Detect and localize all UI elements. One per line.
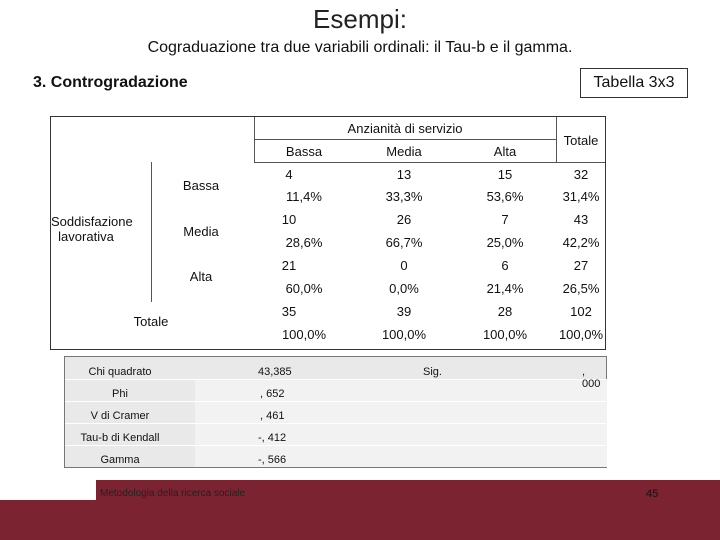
stats-divider (65, 445, 606, 446)
cell-count-total: 32 (573, 167, 589, 182)
cell-count: 39 (396, 304, 412, 319)
cell-count-total: 102 (570, 304, 592, 319)
page-subtitle: Cograduazione tra due variabili ordinali… (147, 39, 573, 56)
footer-text: Metodologia della ricerca sociale (100, 488, 246, 499)
stat-value-cramer: , 461 (260, 410, 285, 422)
cell-count: 28 (497, 304, 513, 319)
cell-percent: 28,6% (285, 235, 323, 250)
cell-percent: 100,0% (482, 327, 528, 342)
stat-label-chi: Chi quadrato (88, 366, 152, 378)
stat-value-chi: 43,385 (258, 366, 292, 378)
footer-bar (0, 480, 720, 540)
header-total-line (556, 117, 557, 162)
header-left-line (254, 117, 255, 162)
stat-label-phi: Phi (112, 388, 128, 400)
row-group-label: Soddisfazione lavorativa (51, 214, 133, 244)
row-label-media: Media (183, 224, 219, 239)
stat-label-sig: Sig. (423, 366, 442, 378)
cell-count: 4 (285, 167, 293, 182)
col-header-alta: Alta (493, 144, 517, 159)
cell-count: 13 (396, 167, 412, 182)
cell-count: 26 (396, 212, 412, 227)
cell-percent: 60,0% (285, 281, 323, 296)
stat-value-gamma: -, 566 (258, 454, 287, 466)
row-label-bassa: Bassa (182, 178, 220, 193)
cell-percent-total: 31,4% (562, 189, 600, 204)
cell-percent-total: 42,2% (562, 235, 600, 250)
cell-count: 35 (281, 304, 297, 319)
row-label-alta: Alta (189, 269, 213, 284)
row-group-line (151, 162, 152, 302)
stats-divider (65, 379, 606, 380)
cell-percent: 0,0% (389, 281, 419, 296)
cell-count: 0 (400, 258, 408, 273)
cell-percent-total: 100,0% (558, 327, 604, 342)
table-badge: Tabella 3x3 (580, 68, 688, 98)
cell-count: 21 (281, 258, 297, 273)
cell-percent: 66,7% (385, 235, 423, 250)
footer-notch (0, 480, 96, 500)
cell-percent: 25,0% (486, 235, 524, 250)
cell-count-total: 43 (573, 212, 589, 227)
cell-percent: 11,4% (286, 189, 322, 204)
cell-percent: 53,6% (486, 189, 524, 204)
cell-percent: 100,0% (281, 327, 327, 342)
page-title: Esempi: (313, 4, 407, 34)
stat-value-phi: , 652 (260, 388, 285, 400)
stats-divider (65, 423, 606, 424)
crosstab-table: Anzianità di servizio Bassa Media Alta T… (50, 116, 606, 350)
stat-value-sig: , 000 (582, 366, 601, 390)
cell-percent: 33,3% (385, 189, 423, 204)
stat-label-cramer: V di Cramer (90, 410, 150, 422)
stat-value-tau: -, 412 (258, 432, 287, 444)
row-label-totale: Totale (133, 314, 169, 329)
statistics-panel: Chi quadrato 43,385 Sig. , 000 Phi , 652… (64, 356, 607, 468)
col-header-media: Media (386, 144, 422, 159)
cell-count: 7 (501, 212, 509, 227)
page-number: 45 (646, 488, 659, 500)
cell-count: 10 (281, 212, 297, 227)
cell-percent: 21,4% (486, 281, 524, 296)
header-bottom-line (254, 162, 605, 163)
stat-label-gamma: Gamma (100, 454, 140, 466)
cell-percent: 100,0% (381, 327, 427, 342)
cell-percent-total: 26,5% (562, 281, 600, 296)
cell-count: 15 (497, 167, 513, 182)
section-heading: 3. Controgradazione (33, 74, 188, 91)
stats-divider (65, 401, 606, 402)
col-header-totale: Totale (563, 133, 599, 148)
col-header-bassa: Bassa (285, 144, 323, 159)
cell-count-total: 27 (573, 258, 589, 273)
stat-label-tau: Tau-b di Kendall (80, 432, 160, 444)
cell-count: 6 (501, 258, 509, 273)
col-group-divider (254, 139, 556, 140)
col-group-label: Anzianità di servizio (347, 121, 463, 136)
